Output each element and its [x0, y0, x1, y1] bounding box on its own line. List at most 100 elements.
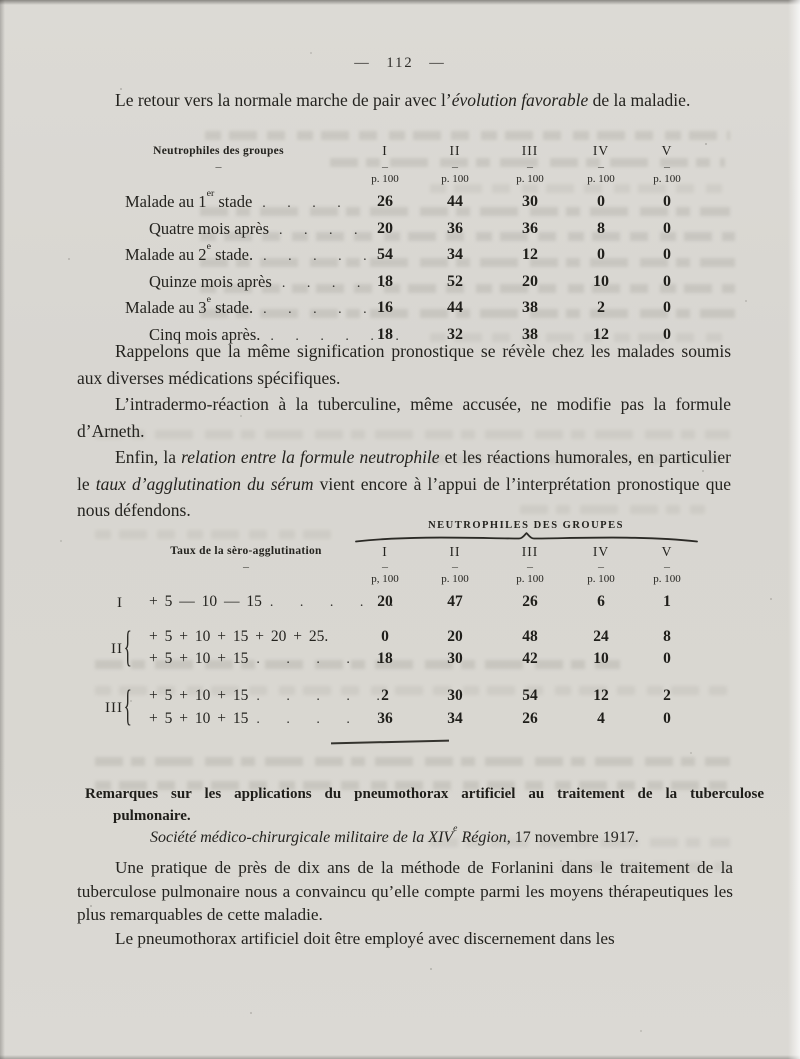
cell-value: 2	[381, 687, 389, 704]
cell-value: 1	[663, 593, 671, 610]
cell-value: 4	[597, 710, 605, 727]
column-subunit: p. 100	[587, 573, 615, 585]
bleedthrough-texture	[95, 757, 730, 766]
cell-value: 0	[597, 246, 605, 263]
row-group-numeral: III	[105, 700, 123, 716]
cell-value: 26	[522, 593, 538, 610]
leader-dots: . . . . .	[263, 302, 376, 317]
leader-dots: . . . . .	[281, 275, 395, 291]
paragraph-rappelons: Rappelons que la même signification pron…	[77, 341, 731, 388]
row-group-brace: {	[123, 684, 132, 732]
cell-value: 20	[377, 219, 393, 237]
section-subheading: Société médico-chirurgicale militaire de…	[150, 823, 639, 846]
paragraph-enfin: Enfin, la relation entre la formule neut…	[77, 447, 731, 520]
row-group-numeral: I	[117, 594, 123, 611]
cell-value: 18	[377, 272, 393, 290]
bleedthrough-texture	[430, 333, 730, 342]
section-divider-rule	[330, 739, 450, 745]
cell-value: 0	[663, 299, 671, 316]
column-dash: –	[527, 559, 533, 573]
left-header-label: Taux de la sèro-agglutination	[170, 545, 322, 557]
bleedthrough-texture	[430, 455, 730, 464]
table1-corner-header: Neutrophiles des groupes –	[85, 142, 352, 187]
bleedthrough-texture	[95, 781, 730, 790]
table-row: Quinze mois après. . . . . 18 52 20 10 0	[85, 270, 703, 297]
column-subunit: p. 100	[587, 173, 615, 185]
cell-value: 32	[447, 325, 463, 343]
table-row: Quatre mois après. . . . 20 36 36 8 0	[85, 217, 703, 244]
column-header: II – p. 100	[418, 142, 492, 187]
leader-dots: . . . . .	[256, 689, 390, 704]
formula-text: + 5 + 10 + 15 + 20 + 25.	[149, 628, 329, 645]
row-formula: + 5 — 10 — 15. . . . .	[143, 591, 393, 614]
column-header: IV – p. 100	[568, 543, 634, 586]
cell-value: 44	[447, 299, 463, 316]
table1-corner-label: Neutrophiles des groupes	[153, 145, 284, 157]
cell-value: 36	[447, 219, 463, 237]
cell-value: 36	[377, 710, 393, 727]
cell-value: 0	[663, 219, 671, 237]
column-numeral: I	[382, 544, 388, 559]
row-formula: + 5 + 10 + 15 + 20 + 25.	[143, 626, 352, 648]
cell-value: 0	[597, 193, 605, 210]
cell-value: 38	[522, 299, 538, 316]
bleedthrough-texture	[200, 232, 735, 241]
cell-value: 20	[522, 272, 538, 290]
table2-row-group: II{+ 5 + 10 + 15 + 20 + 25. 0 20 48 24 8 + 5 +…	[85, 625, 703, 671]
neutrophil-stage-table: Neutrophiles des groupes – I – p. 100 II – p. 1…	[85, 142, 703, 349]
table2-row-group: I + 5 — 10 — 15. . . . . 20 47 26 6 1	[85, 591, 703, 614]
bleedthrough-texture	[200, 258, 735, 267]
cell-value: 26	[377, 193, 393, 210]
scan-edge-bottom	[0, 1055, 800, 1059]
cell-value: 30	[447, 687, 463, 704]
bleedthrough-texture	[430, 184, 725, 193]
column-dash: –	[664, 159, 670, 173]
bleedthrough-texture	[430, 838, 730, 847]
cell-value: 54	[522, 687, 538, 704]
section-heading: Remarques sur les applications du pneumo…	[85, 786, 764, 824]
column-subunit: p. 100	[516, 573, 544, 585]
cell-value: 18	[377, 325, 393, 343]
cell-value: 20	[447, 628, 463, 645]
column-dash: –	[598, 159, 604, 173]
table-row: Malade au 1er stade. . . . 26 44 30 0 0	[85, 188, 703, 217]
cell-value: 6	[597, 593, 605, 610]
row-group-brace: {	[123, 625, 132, 672]
row-label: Malade au 1er stade. . . .	[125, 188, 350, 211]
left-header-dash: –	[243, 559, 249, 573]
column-dash: –	[452, 559, 458, 573]
bleedthrough-texture	[520, 505, 705, 514]
column-dash: –	[382, 559, 388, 573]
cell-value: 12	[593, 325, 609, 343]
table-row: Malade au 3e stade.. . . . . 16 44 38 2 0	[85, 295, 703, 323]
formula-text: + 5 + 10 + 15	[149, 650, 249, 667]
row-formula: + 5 + 10 + 15. . . . .	[143, 648, 380, 671]
paragraph-forlanini: Une pratique de près de dix ans de la mé…	[77, 858, 733, 925]
page-number: — 112 —	[354, 55, 446, 71]
scan-edge-left	[0, 0, 5, 1059]
column-numeral: III	[521, 143, 539, 158]
column-subunit: p. 100	[441, 573, 469, 585]
scan-edge-top	[0, 0, 800, 5]
column-subunit: p. 100	[371, 173, 399, 185]
closing-paragraphs: Une pratique de près de dix ans de la mé…	[77, 856, 733, 950]
cell-value: 16	[377, 299, 393, 316]
cell-value: 30	[522, 193, 538, 210]
column-subunit: p. 100	[516, 173, 544, 185]
column-header: I – p, 100	[352, 543, 418, 586]
column-numeral: V	[661, 544, 673, 559]
cell-value: 2	[663, 687, 671, 704]
column-header: I – p. 100	[352, 142, 418, 187]
row-label: Quinze mois après. . . . .	[149, 271, 395, 291]
bleedthrough-texture	[95, 660, 620, 669]
bleedthrough-texture	[200, 284, 735, 293]
column-numeral: IV	[592, 544, 610, 559]
table2-row-group: III{+ 5 + 10 + 15. . . . . 2 30 54 12 2 + 5 + …	[85, 685, 703, 731]
cell-value: 0	[663, 650, 671, 667]
table2-group-header-label: NEUTROPHILES DES GROUPES	[428, 520, 624, 531]
horizontal-brace	[354, 532, 698, 543]
cell-value: 52	[447, 272, 463, 290]
cell-value: 0	[663, 325, 671, 343]
column-header: V – p. 100	[634, 543, 700, 586]
